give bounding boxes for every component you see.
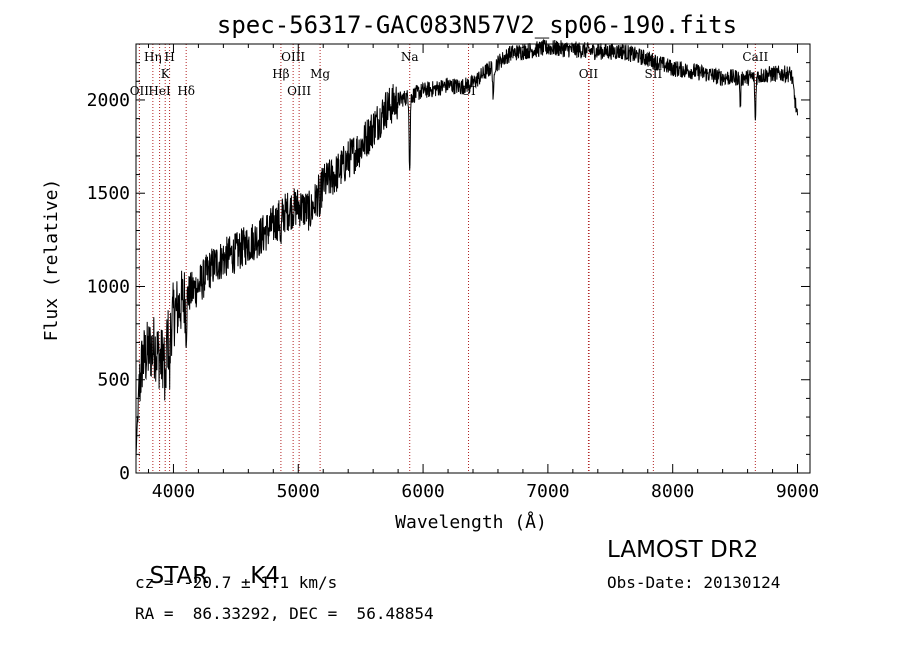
line-marker-label: Hη — [144, 50, 162, 64]
line-marker-label: H — [164, 50, 174, 64]
x-axis-label: Wavelength (Å) — [395, 511, 547, 533]
survey-name: LAMOST DR2 — [607, 537, 759, 563]
line-marker-label: OII — [130, 84, 150, 98]
x-tick-label: 8000 — [651, 481, 694, 502]
x-tick-label: 5000 — [277, 481, 320, 502]
y-tick-label: 1000 — [87, 276, 130, 297]
line-marker-label: Mg — [310, 67, 330, 81]
y-tick-label: 1500 — [87, 183, 130, 204]
coordinates: RA = 86.33292, DEC = 56.48854 — [135, 604, 434, 623]
x-tick-label: 9000 — [776, 481, 819, 502]
axes: 4000 5000 6000 7000 8000 9000 0 500 1000 1500 2000 — [87, 44, 819, 502]
line-marker-label: K — [161, 67, 171, 81]
x-tick-label: 6000 — [401, 481, 444, 502]
line-marker-label: Hβ — [272, 67, 289, 81]
y-tick-label: 2000 — [87, 90, 130, 111]
y-axis-label: Flux (relative) — [41, 179, 62, 342]
line-marker-label: Na — [401, 50, 419, 64]
radial-velocity: cz = -20.7 ± 1.1 km/s — [135, 573, 338, 592]
line-marker-label: CaII — [742, 50, 768, 64]
line-marker-label: HeI — [148, 84, 171, 98]
spectrum-line — [135, 38, 798, 459]
x-tick-label: 4000 — [152, 481, 195, 502]
y-tick-label: 0 — [119, 463, 130, 484]
spectral-subclass: K4 — [250, 563, 280, 589]
plot-frame — [135, 43, 811, 474]
y-tick-label: 500 — [97, 370, 130, 391]
observation-date: Obs-Date: 20130124 — [607, 573, 781, 592]
line-marker-label: Hδ — [177, 84, 195, 98]
object-class: STAR — [149, 563, 209, 589]
chart-title: spec-56317-GAC083N57V2_sp06-190.fits — [217, 11, 737, 39]
x-tick-label: 7000 — [526, 481, 569, 502]
line-marker-label: OIII — [281, 50, 305, 64]
line-marker-label: OIII — [287, 84, 311, 98]
